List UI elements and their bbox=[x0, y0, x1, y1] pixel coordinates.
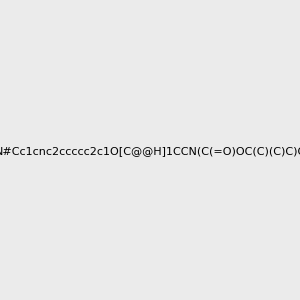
Text: N#Cc1cnc2ccccc2c1O[C@@H]1CCN(C(=O)OC(C)(C)C)C1: N#Cc1cnc2ccccc2c1O[C@@H]1CCN(C(=O)OC(C)(… bbox=[0, 146, 300, 157]
